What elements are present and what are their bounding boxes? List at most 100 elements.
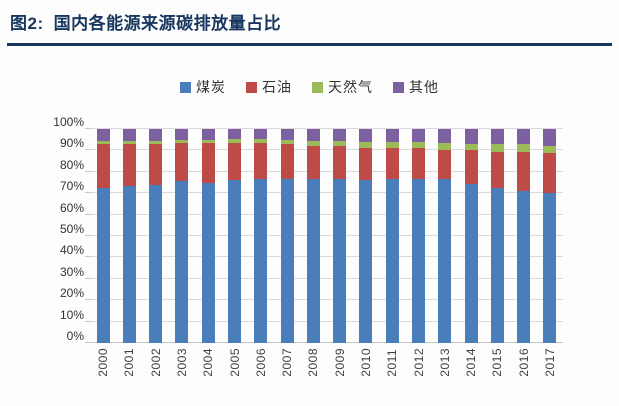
bar-segment-coal-2015 [490, 187, 504, 343]
x-tick-cell: 2015 [484, 348, 510, 377]
y-tick-label: 40% [59, 243, 84, 258]
bar-segment-coal-2006 [254, 179, 268, 343]
title-divider [7, 43, 612, 46]
x-tick-label-2008: 2008 [306, 348, 321, 377]
figure-title: 国内各能源来源碳排放量占比 [53, 14, 282, 33]
bar-stack-2015 [490, 129, 504, 343]
x-tick-label-2014: 2014 [464, 348, 479, 377]
bar-column-2011 [379, 129, 405, 343]
y-tick-mark [85, 320, 90, 322]
y-tick-label: 100% [53, 115, 84, 129]
bar-column-2000 [90, 129, 116, 343]
x-tick-label-2013: 2013 [437, 348, 452, 377]
chart-legend: 煤炭 石油 天然气 其他 [0, 77, 619, 97]
x-tick-label-2002: 2002 [148, 348, 163, 377]
bar-column-2014 [458, 129, 484, 343]
x-tick-cell: 2009 [327, 348, 353, 377]
bar-column-2002 [143, 129, 169, 343]
legend-swatch-other [393, 81, 404, 93]
bar-segment-oil-2008 [306, 146, 320, 180]
bar-column-2015 [484, 129, 510, 343]
x-tick-cell: 2000 [90, 348, 116, 377]
y-tick-mark [85, 192, 90, 194]
bar-column-2004 [195, 129, 221, 343]
y-tick-mark [85, 256, 90, 258]
gridline-10% [90, 320, 563, 322]
x-tick-cell: 2006 [248, 348, 274, 377]
bar-segment-gas-2009 [333, 140, 347, 147]
gridline-40% [90, 256, 563, 258]
y-tick-label: 20% [59, 286, 84, 301]
y-tick-label: 90% [59, 136, 84, 151]
bar-segment-other-2009 [333, 129, 347, 141]
bar-stack-2013 [438, 129, 452, 343]
bar-segment-other-2017 [543, 129, 557, 146]
bar-segment-coal-2001 [122, 185, 136, 343]
bar-segment-gas-2017 [543, 145, 557, 153]
bar-segment-other-2005 [228, 129, 242, 140]
bar-segment-other-2000 [96, 129, 110, 141]
bar-segment-other-2015 [490, 129, 504, 145]
gridline-100% [90, 128, 563, 129]
y-tick-mark [85, 299, 90, 301]
gridline-70% [90, 192, 563, 194]
figure-number-label: 图2: [10, 14, 44, 33]
bar-segment-coal-2004 [201, 182, 215, 343]
bar-segment-oil-2000 [96, 144, 110, 188]
bar-column-2012 [405, 129, 431, 343]
bar-segment-coal-2009 [333, 179, 347, 343]
legend-swatch-gas [312, 81, 323, 93]
y-tick-label: 10% [59, 307, 84, 322]
legend-swatch-oil [246, 81, 257, 93]
bar-segment-gas-2008 [306, 140, 320, 147]
bar-segment-gas-2016 [517, 144, 531, 152]
x-tick-label-2017: 2017 [542, 348, 557, 377]
bar-segment-gas-2002 [149, 140, 163, 144]
x-tick-cell: 2010 [353, 348, 379, 377]
gridline-80% [90, 170, 563, 172]
figure-header: 图2: 国内各能源来源碳排放量占比 [10, 9, 281, 34]
bar-segment-oil-2003 [175, 142, 189, 182]
x-tick-label-2015: 2015 [490, 348, 505, 377]
bar-segment-other-2011 [385, 129, 399, 143]
x-tick-cell: 2011 [379, 348, 405, 377]
bar-column-2006 [248, 129, 274, 343]
gridline-60% [90, 213, 563, 215]
bar-segment-other-2014 [464, 129, 478, 144]
bar-stack-2016 [517, 129, 531, 343]
bar-stack-2003 [175, 129, 189, 343]
bar-segment-coal-2017 [543, 193, 557, 343]
x-tick-cell: 2005 [221, 348, 247, 377]
bar-segment-gas-2003 [175, 139, 189, 143]
y-tick-mark [85, 235, 90, 236]
bar-segment-oil-2016 [517, 151, 531, 192]
bar-segment-coal-2012 [412, 179, 426, 343]
bar-segment-gas-2004 [201, 139, 215, 143]
bar-column-2005 [221, 129, 247, 343]
legend-label-oil: 石油 [262, 79, 292, 95]
bar-column-2003 [169, 129, 195, 343]
bar-segment-coal-2000 [96, 187, 110, 343]
y-tick-label: 70% [59, 179, 84, 194]
bar-segment-other-2002 [149, 129, 163, 141]
bar-segment-gas-2011 [385, 142, 399, 149]
x-tick-label-2006: 2006 [253, 348, 268, 377]
y-tick-label: 80% [59, 157, 84, 172]
bar-column-2013 [432, 129, 458, 343]
bar-segment-oil-2013 [438, 149, 452, 180]
y-tick-mark [85, 170, 90, 172]
bar-segment-gas-2005 [228, 139, 242, 143]
gridline-20% [90, 299, 563, 301]
bar-segment-oil-2014 [464, 150, 478, 184]
bar-segment-coal-2003 [175, 181, 189, 343]
gridline-50% [90, 235, 563, 236]
x-tick-cell: 2004 [195, 348, 221, 377]
bar-segment-oil-2002 [149, 143, 163, 185]
bar-segment-gas-2010 [359, 142, 373, 148]
bar-segment-gas-2015 [490, 144, 504, 152]
bar-segment-gas-2001 [122, 140, 136, 144]
bar-stack-2002 [149, 129, 163, 343]
bar-segment-oil-2010 [359, 147, 373, 181]
x-tick-cell: 2001 [116, 348, 142, 377]
